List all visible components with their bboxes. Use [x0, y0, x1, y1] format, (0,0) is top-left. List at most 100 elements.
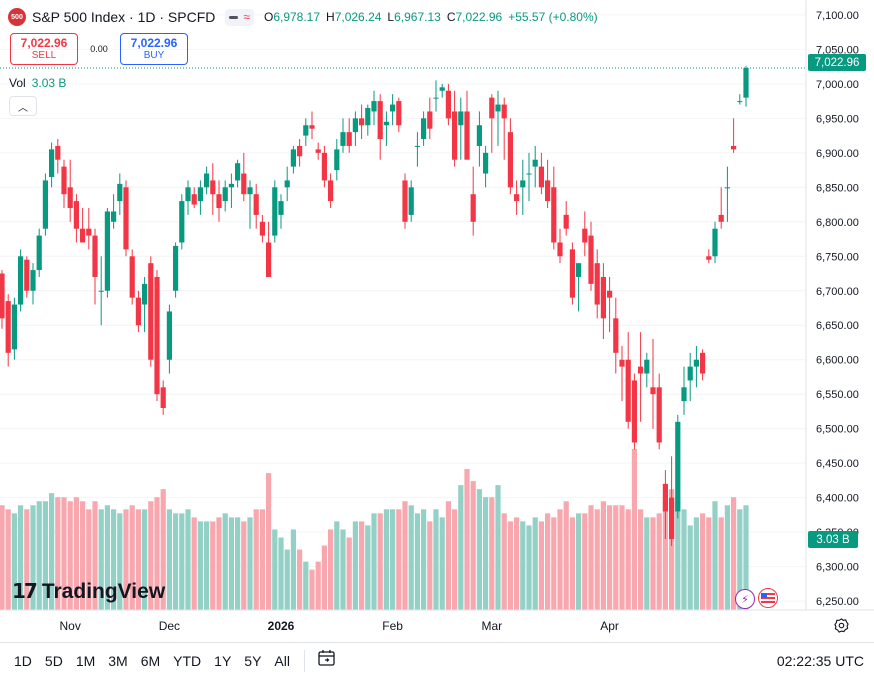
range-1y[interactable]: 1Y [214, 652, 232, 669]
candle-body [24, 259, 30, 291]
volume-bar [11, 513, 17, 610]
range-5d[interactable]: 5D [44, 652, 63, 669]
x-tick-label: Feb [382, 619, 403, 633]
volume-bar [154, 497, 160, 610]
volume-bar [501, 513, 507, 610]
range-1m[interactable]: 1M [75, 652, 96, 669]
volume-bar [613, 505, 619, 610]
candle-body [476, 125, 482, 146]
candle-body [253, 194, 259, 215]
range-3m[interactable]: 3M [108, 652, 128, 669]
volume-bar [259, 509, 265, 610]
range-1d[interactable]: 1D [14, 652, 32, 669]
candle-body [328, 180, 334, 202]
volume-bar [625, 509, 631, 610]
volume-bar [693, 517, 699, 610]
candle-body [588, 235, 594, 284]
volume-value: 3.03 B [31, 76, 67, 90]
candle-body [582, 228, 588, 243]
candle-body [631, 380, 637, 443]
volume-bar [55, 497, 61, 610]
candle-body [507, 132, 513, 188]
x-tick-label: Mar [481, 619, 502, 633]
volume-bar [160, 489, 166, 610]
range-ytd[interactable]: YTD [173, 652, 202, 669]
volume-bar [266, 473, 272, 610]
volume-bar [36, 501, 42, 610]
candle-body [247, 187, 253, 195]
candle-body [439, 87, 445, 91]
volume-bar [700, 513, 706, 610]
volume-bar [600, 501, 606, 610]
candle-body [241, 173, 247, 195]
candle-body [662, 483, 668, 512]
volume-bar [278, 537, 284, 610]
collapse-legend-button[interactable]: ︿ [9, 96, 37, 116]
volume-price-label: 3.03 B [808, 531, 858, 548]
candle-body [731, 145, 737, 150]
candle-body [489, 97, 495, 119]
candle-body [315, 149, 321, 153]
candle-body [514, 194, 520, 202]
tradingview-logo[interactable]: 𝟭𝟳 TradingView [12, 579, 165, 604]
volume-bar [576, 513, 582, 610]
wave-icon[interactable]: ≈ [243, 10, 250, 24]
symbol-title[interactable]: S&P 500 Index · 1D · SPCFD [32, 9, 216, 25]
us-flag-icon[interactable] [758, 588, 778, 608]
candle-body [421, 118, 427, 140]
price-chart[interactable]: 7,100.00 7,050.00 7,000.00 6,950.00 6,900.00… [0, 0, 874, 642]
y-tick-label: 7,000.00 [816, 79, 859, 91]
volume-bar [619, 505, 625, 610]
volume-bar [185, 509, 191, 610]
volume-bar [520, 521, 526, 610]
candle-body [179, 201, 185, 243]
candle-body [414, 145, 420, 147]
candle-body [743, 68, 749, 98]
indicator-toggle[interactable]: ≈ [225, 8, 254, 26]
ohlc-high: H7,026.24 [326, 10, 382, 24]
candle-body [557, 242, 563, 257]
range-5y[interactable]: 5Y [244, 652, 262, 669]
volume-legend[interactable]: Vol 3.03 B [9, 76, 66, 90]
volume-bar [0, 505, 5, 610]
volume-bar [309, 569, 315, 610]
y-tick-label: 6,300.00 [816, 562, 859, 574]
buy-button[interactable]: 7,022.96 BUY [120, 33, 188, 65]
buy-price: 7,022.96 [130, 35, 178, 50]
range-6m[interactable]: 6M [140, 652, 161, 669]
candle-body [272, 187, 278, 236]
volume-bar [123, 509, 129, 610]
sell-label: SELL [31, 50, 57, 62]
candle-body [724, 187, 730, 189]
ohlc-low: L6,967.13 [387, 10, 441, 24]
candle-body [644, 359, 650, 374]
candle-body [681, 387, 687, 402]
candle-body [594, 263, 600, 305]
volume-bar [656, 513, 662, 610]
candle-body [427, 111, 433, 129]
minus-icon[interactable] [229, 15, 239, 19]
candle-body [625, 359, 631, 422]
sell-button[interactable]: 7,022.96 SELL [10, 33, 78, 65]
gear-icon[interactable] [832, 616, 850, 634]
volume-bar [142, 509, 148, 610]
candle-body [18, 256, 24, 305]
candle-body [408, 187, 414, 215]
calendar-range-icon[interactable] [317, 649, 337, 672]
candle-body [80, 228, 86, 243]
candle-body [154, 276, 160, 395]
candle-body [129, 256, 135, 298]
candle-body [135, 297, 141, 326]
candle-body [49, 149, 55, 177]
y-tick-label: 6,600.00 [816, 355, 859, 367]
candle-body [718, 214, 724, 222]
volume-bar [545, 513, 551, 610]
volume-bar [718, 517, 724, 610]
candle-body [92, 235, 98, 277]
lightning-icon[interactable]: ⚡ [735, 589, 755, 609]
range-all[interactable]: All [274, 652, 290, 669]
volume-bar [73, 497, 79, 610]
utc-clock[interactable]: 02:22:35 UTC [776, 653, 864, 669]
volume-bar [464, 469, 470, 610]
